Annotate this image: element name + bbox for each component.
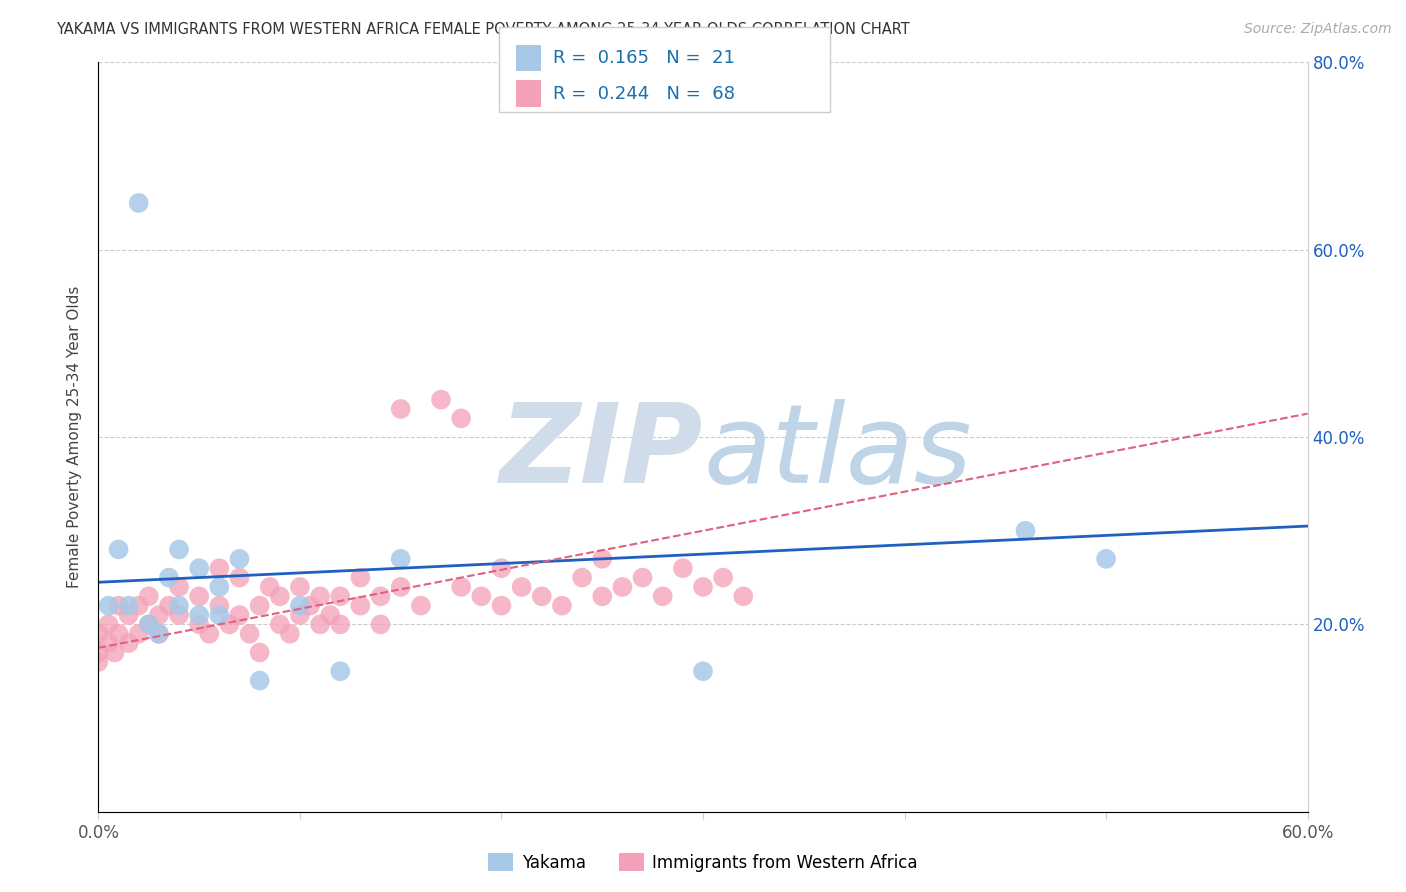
Point xyxy=(167,580,190,594)
Point xyxy=(128,626,150,640)
Point xyxy=(651,590,673,604)
Point xyxy=(228,608,250,623)
Point xyxy=(510,580,533,594)
Text: R =  0.165   N =  21: R = 0.165 N = 21 xyxy=(553,49,734,67)
Point xyxy=(138,617,160,632)
Point xyxy=(148,608,170,623)
Point xyxy=(329,664,352,679)
Point xyxy=(188,608,211,623)
Point xyxy=(692,580,714,594)
Point xyxy=(103,646,125,660)
Point xyxy=(288,599,311,613)
Point xyxy=(450,411,472,425)
Point xyxy=(138,617,160,632)
Point xyxy=(430,392,453,407)
Point xyxy=(591,551,613,566)
Point xyxy=(208,599,231,613)
Point xyxy=(97,599,120,613)
Legend: Yakama, Immigrants from Western Africa: Yakama, Immigrants from Western Africa xyxy=(482,847,924,879)
Point xyxy=(208,561,231,575)
Point xyxy=(733,590,755,604)
Point xyxy=(349,599,371,613)
Point xyxy=(138,590,160,604)
Point xyxy=(278,626,301,640)
Point xyxy=(571,571,593,585)
Point xyxy=(128,195,150,210)
Point xyxy=(299,599,322,613)
Point xyxy=(288,608,311,623)
Point xyxy=(87,646,110,660)
Point xyxy=(97,617,120,632)
Point xyxy=(551,599,574,613)
Point xyxy=(239,626,262,640)
Point xyxy=(128,599,150,613)
Point xyxy=(692,664,714,679)
Point xyxy=(167,599,190,613)
Point xyxy=(118,599,141,613)
Point xyxy=(530,590,553,604)
Point xyxy=(87,655,110,669)
Point xyxy=(370,617,392,632)
Point xyxy=(118,608,141,623)
Point xyxy=(228,551,250,566)
Point xyxy=(631,571,654,585)
Point xyxy=(157,571,180,585)
Point xyxy=(208,580,231,594)
Point xyxy=(188,590,211,604)
Point xyxy=(188,561,211,575)
Point xyxy=(309,617,332,632)
Point xyxy=(167,542,190,557)
Point xyxy=(118,636,141,650)
Point xyxy=(389,551,412,566)
Point xyxy=(228,571,250,585)
Point xyxy=(249,646,271,660)
Text: ZIP: ZIP xyxy=(499,399,703,506)
Text: R =  0.244   N =  68: R = 0.244 N = 68 xyxy=(553,85,734,103)
Point xyxy=(208,608,231,623)
Point xyxy=(591,590,613,604)
Text: YAKAMA VS IMMIGRANTS FROM WESTERN AFRICA FEMALE POVERTY AMONG 25-34 YEAR OLDS CO: YAKAMA VS IMMIGRANTS FROM WESTERN AFRICA… xyxy=(56,22,910,37)
Point xyxy=(288,580,311,594)
Point xyxy=(249,673,271,688)
Point xyxy=(97,636,120,650)
Point xyxy=(148,626,170,640)
Point xyxy=(389,401,412,416)
Point xyxy=(319,608,342,623)
Point xyxy=(370,590,392,604)
Point xyxy=(269,590,291,604)
Point xyxy=(157,599,180,613)
Point xyxy=(389,580,412,594)
Point xyxy=(711,571,734,585)
Point xyxy=(309,590,332,604)
Y-axis label: Female Poverty Among 25-34 Year Olds: Female Poverty Among 25-34 Year Olds xyxy=(67,286,83,588)
Point xyxy=(148,626,170,640)
Point xyxy=(107,599,129,613)
Point xyxy=(491,561,513,575)
Point xyxy=(349,571,371,585)
Point xyxy=(259,580,281,594)
Point xyxy=(1095,551,1118,566)
Point xyxy=(198,626,221,640)
Point xyxy=(491,599,513,613)
Point xyxy=(167,608,190,623)
Text: atlas: atlas xyxy=(703,399,972,506)
Point xyxy=(329,590,352,604)
Point xyxy=(107,626,129,640)
Point xyxy=(87,626,110,640)
Point xyxy=(188,617,211,632)
Point xyxy=(1014,524,1036,538)
Point xyxy=(612,580,634,594)
Point xyxy=(409,599,432,613)
Point xyxy=(672,561,695,575)
Point xyxy=(107,542,129,557)
Point xyxy=(450,580,472,594)
Point xyxy=(249,599,271,613)
Text: Source: ZipAtlas.com: Source: ZipAtlas.com xyxy=(1244,22,1392,37)
Point xyxy=(269,617,291,632)
Point xyxy=(218,617,240,632)
Point xyxy=(329,617,352,632)
Point xyxy=(470,590,492,604)
